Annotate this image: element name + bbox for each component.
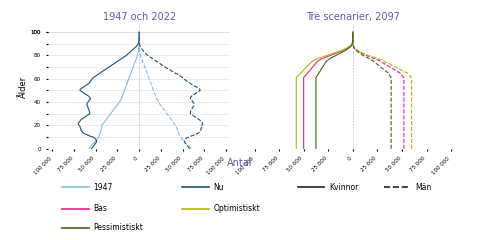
Text: Nu: Nu xyxy=(214,183,224,192)
Text: Optimistiskt: Optimistiskt xyxy=(214,204,260,213)
Title: 1947 och 2022: 1947 och 2022 xyxy=(103,12,176,22)
Text: Bas: Bas xyxy=(94,204,108,213)
Text: Antal: Antal xyxy=(227,158,253,168)
Text: 1947: 1947 xyxy=(94,183,113,192)
Y-axis label: Ålder: Ålder xyxy=(19,75,28,97)
Text: Män: Män xyxy=(415,183,432,192)
Title: Tre scenarier, 2097: Tre scenarier, 2097 xyxy=(306,12,400,22)
Text: Kvinnor: Kvinnor xyxy=(329,183,358,192)
Text: Pessimistiskt: Pessimistiskt xyxy=(94,223,144,233)
